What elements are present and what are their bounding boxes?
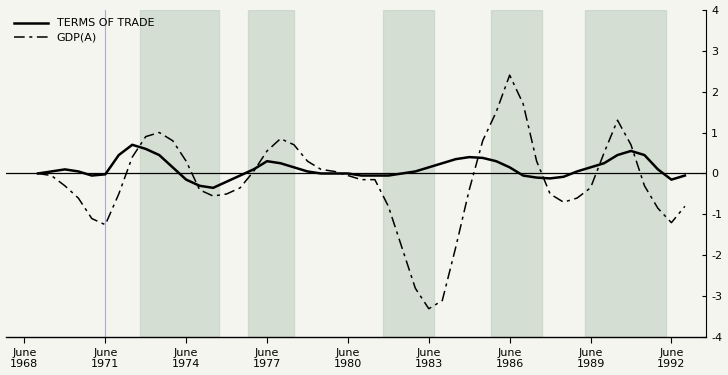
Bar xyxy=(585,9,666,338)
Bar xyxy=(248,9,294,338)
Bar xyxy=(383,9,434,338)
Legend: TERMS OF TRADE, GDP(A): TERMS OF TRADE, GDP(A) xyxy=(11,15,157,46)
Bar xyxy=(491,9,542,338)
Bar xyxy=(141,9,218,338)
